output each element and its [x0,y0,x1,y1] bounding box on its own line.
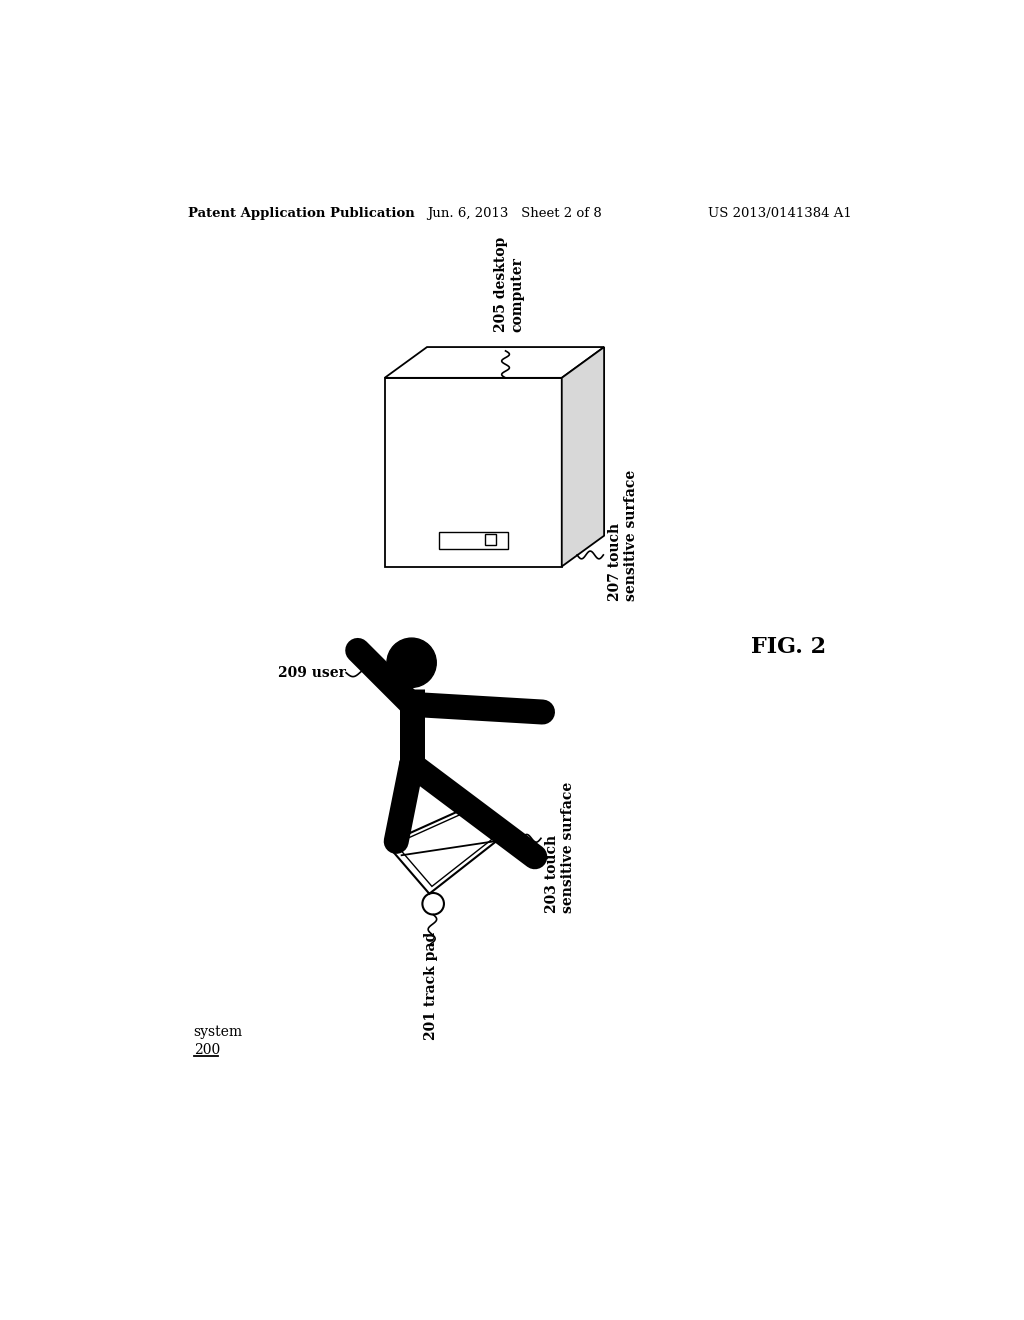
Text: 209 user: 209 user [279,665,346,680]
Text: 207 touch
sensitive surface: 207 touch sensitive surface [608,470,638,602]
Polygon shape [386,809,508,894]
Polygon shape [385,378,562,566]
Text: Patent Application Publication: Patent Application Publication [188,207,415,220]
Polygon shape [438,532,508,549]
Polygon shape [395,814,499,887]
Text: 200: 200 [194,1043,220,1057]
Polygon shape [484,535,496,545]
Polygon shape [562,347,604,566]
Text: system: system [194,1026,243,1039]
Polygon shape [385,347,604,378]
Circle shape [387,638,436,688]
Text: Jun. 6, 2013   Sheet 2 of 8: Jun. 6, 2013 Sheet 2 of 8 [427,207,602,220]
Text: 203 touch
sensitive surface: 203 touch sensitive surface [545,781,575,913]
Text: US 2013/0141384 A1: US 2013/0141384 A1 [708,207,852,220]
Text: 205 desktop
computer: 205 desktop computer [495,236,524,331]
Text: 201 track pad: 201 track pad [424,932,438,1040]
Text: FIG. 2: FIG. 2 [752,636,826,659]
